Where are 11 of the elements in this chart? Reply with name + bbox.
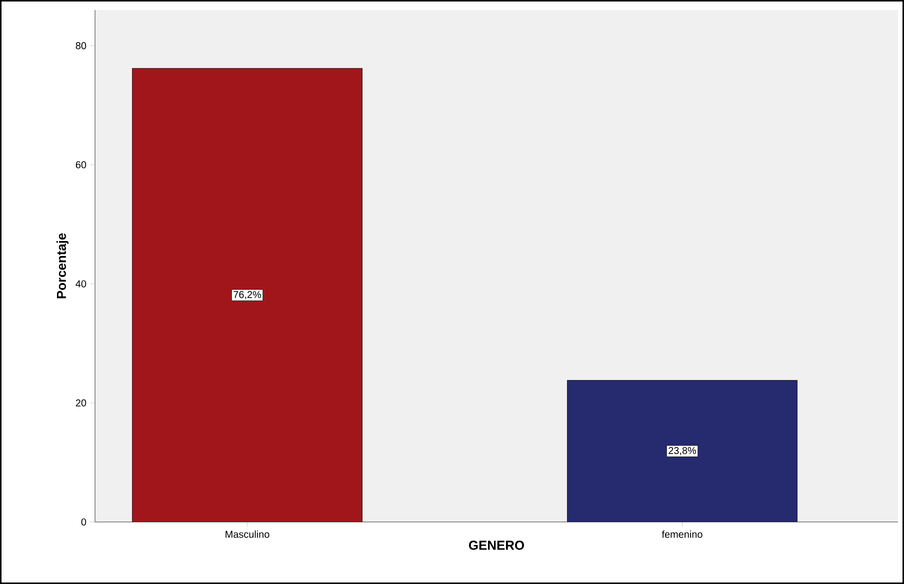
x-axis-title: GENERO [468, 540, 524, 550]
y-tick-label: 60 [76, 161, 86, 168]
data-label: 23,8% [668, 447, 696, 456]
y-tick-label: 80 [76, 42, 86, 50]
data-label: 76,2% [234, 291, 262, 300]
y-tick-label: 0 [81, 518, 86, 526]
y-tick-label: 20 [76, 399, 86, 406]
x-tick-label: femenino [662, 530, 702, 538]
y-axis-title: Porcentaje [56, 233, 69, 298]
y-tick-label: 40 [76, 280, 86, 288]
x-tick-label: Masculino [226, 530, 270, 538]
